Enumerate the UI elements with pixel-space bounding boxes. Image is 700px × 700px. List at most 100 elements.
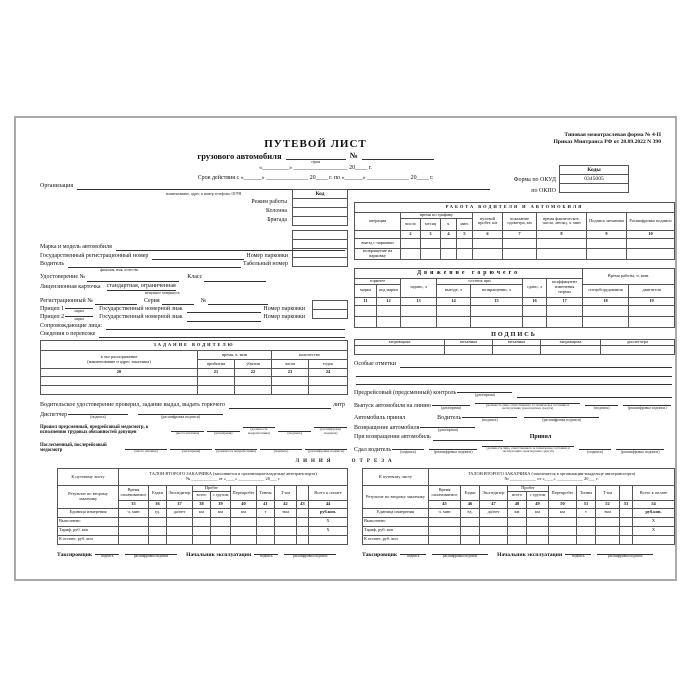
work-cell[interactable] bbox=[536, 237, 587, 249]
talon-cell[interactable] bbox=[428, 534, 461, 545]
talon-cell[interactable] bbox=[256, 516, 275, 527]
taxer-decode-blank[interactable] bbox=[125, 548, 178, 555]
work-mode-code-cell[interactable] bbox=[292, 198, 348, 208]
handed-sign-blank[interactable] bbox=[392, 443, 425, 450]
talon-cell[interactable] bbox=[148, 525, 167, 536]
notes-blank[interactable] bbox=[356, 370, 672, 377]
dispatcher-sign-blank[interactable] bbox=[68, 408, 129, 416]
med-blank[interactable] bbox=[260, 443, 302, 451]
received-sign-blank[interactable] bbox=[579, 443, 612, 450]
precheck-datetime-blank[interactable] bbox=[457, 386, 513, 394]
trailer2-parking-cell[interactable] bbox=[312, 309, 348, 319]
release-datetime-blank[interactable] bbox=[431, 399, 471, 407]
talon-cell[interactable] bbox=[507, 516, 527, 527]
fuel-cell[interactable] bbox=[400, 304, 437, 317]
talon-cell[interactable] bbox=[166, 525, 193, 536]
work-cell[interactable] bbox=[456, 237, 473, 249]
received-duty-field[interactable]: (должность лица, ответственного за техни… bbox=[482, 440, 575, 454]
talon-cell[interactable] bbox=[619, 525, 633, 536]
fuel-cell[interactable] bbox=[522, 315, 547, 328]
med-blank[interactable] bbox=[206, 425, 240, 433]
talon-cell[interactable] bbox=[595, 516, 620, 527]
driver-blank[interactable] bbox=[68, 261, 241, 269]
brigade-code-cell[interactable] bbox=[292, 216, 348, 226]
talon-cell[interactable] bbox=[307, 534, 349, 545]
talon-cell[interactable] bbox=[460, 534, 480, 545]
talon-cell[interactable] bbox=[507, 534, 527, 545]
talon-cell[interactable] bbox=[460, 525, 480, 536]
talon-cell[interactable] bbox=[230, 525, 257, 536]
talon-cell[interactable] bbox=[428, 516, 461, 527]
work-cell[interactable] bbox=[586, 247, 627, 260]
fuel-issue-blank[interactable] bbox=[229, 402, 332, 409]
task-cell[interactable] bbox=[271, 376, 309, 387]
talon-cell[interactable] bbox=[118, 534, 149, 545]
trailer1-make-field[interactable]: марка bbox=[65, 302, 94, 313]
med-stamp-field[interactable]: (место штампа) bbox=[125, 443, 167, 454]
work-cell[interactable] bbox=[472, 247, 503, 260]
chief-sign-blank[interactable] bbox=[254, 548, 279, 555]
release-decode-blank[interactable] bbox=[623, 399, 671, 407]
talon-cell[interactable] bbox=[148, 534, 167, 545]
task-cell[interactable] bbox=[307, 376, 349, 387]
received-decode-blank[interactable] bbox=[616, 443, 665, 450]
reg-number-blank[interactable] bbox=[152, 253, 245, 260]
work-cell[interactable] bbox=[472, 237, 503, 249]
task-cell[interactable] bbox=[234, 385, 272, 396]
release-decode-field[interactable]: (расшифровка подписи) bbox=[623, 399, 672, 410]
fuel-cell[interactable] bbox=[522, 304, 547, 317]
fuel-cell[interactable] bbox=[436, 315, 471, 328]
med-duty-field[interactable]: (должность медработника) bbox=[242, 421, 276, 436]
dispatcher-sign-field[interactable]: (подпись) bbox=[68, 408, 129, 419]
received-sign-field[interactable]: (подпись) bbox=[579, 443, 612, 454]
reg-series-blank[interactable] bbox=[161, 298, 194, 305]
talon-cell[interactable] bbox=[192, 516, 211, 527]
taxer-sign-field[interactable]: подпись bbox=[400, 548, 427, 559]
task-cell[interactable] bbox=[197, 385, 235, 396]
talon-cell[interactable] bbox=[479, 516, 508, 527]
work-cell[interactable] bbox=[502, 237, 537, 249]
talon-cell[interactable] bbox=[526, 516, 549, 527]
talon-cell[interactable] bbox=[595, 534, 620, 545]
med-sign-field[interactable]: (подпись) bbox=[278, 425, 312, 436]
task-cell[interactable] bbox=[271, 385, 309, 396]
med-decode-field[interactable]: (расшифровка подписи) bbox=[305, 443, 347, 454]
med-sign-field[interactable]: (подпись) bbox=[260, 443, 302, 454]
transport-info-blank[interactable] bbox=[99, 331, 345, 339]
fuel-cell[interactable] bbox=[436, 304, 471, 317]
task-cell[interactable] bbox=[307, 385, 349, 396]
talon-cell[interactable] bbox=[118, 525, 149, 536]
talon-cell[interactable] bbox=[296, 534, 309, 545]
trailer2-plate-blank[interactable] bbox=[186, 315, 262, 322]
talon-cell[interactable] bbox=[619, 516, 633, 527]
med-blank[interactable] bbox=[242, 421, 276, 429]
sign-cell[interactable] bbox=[540, 345, 601, 356]
fuel-cell[interactable] bbox=[376, 315, 401, 328]
fuel-cell[interactable] bbox=[376, 304, 401, 317]
talon-cell[interactable] bbox=[210, 534, 231, 545]
sign-cell[interactable] bbox=[600, 345, 675, 356]
taxer-decode-blank[interactable] bbox=[432, 548, 489, 555]
column-code-cell[interactable] bbox=[292, 207, 348, 217]
work-cell[interactable] bbox=[400, 237, 421, 249]
talon-cell[interactable] bbox=[256, 534, 275, 545]
work-cell[interactable] bbox=[502, 247, 537, 260]
taxer-sign-field[interactable]: подпись bbox=[95, 548, 120, 559]
registration-blank[interactable] bbox=[94, 298, 137, 305]
talon-cell[interactable] bbox=[576, 534, 596, 545]
series-field[interactable]: серия bbox=[285, 151, 346, 164]
accept-sign-blank[interactable] bbox=[462, 411, 518, 418]
talon-cell[interactable] bbox=[576, 525, 596, 536]
dispatcher-decode-blank[interactable] bbox=[138, 408, 224, 416]
trailer1-make-blank[interactable] bbox=[65, 302, 94, 310]
fuel-cell[interactable] bbox=[628, 304, 676, 317]
dispatcher-decode-field[interactable]: (расшифровка подписи) bbox=[138, 408, 224, 419]
talon-cell[interactable] bbox=[166, 516, 193, 527]
fuel-cell[interactable] bbox=[354, 304, 377, 317]
talon-cell[interactable] bbox=[296, 525, 309, 536]
taxer-sign-blank[interactable] bbox=[400, 548, 427, 555]
chief-sign-blank[interactable] bbox=[565, 548, 592, 555]
release-sign-blank[interactable] bbox=[584, 399, 619, 407]
talon-cell[interactable] bbox=[619, 534, 633, 545]
med-datetime-field[interactable]: (дата/время) bbox=[206, 425, 240, 436]
